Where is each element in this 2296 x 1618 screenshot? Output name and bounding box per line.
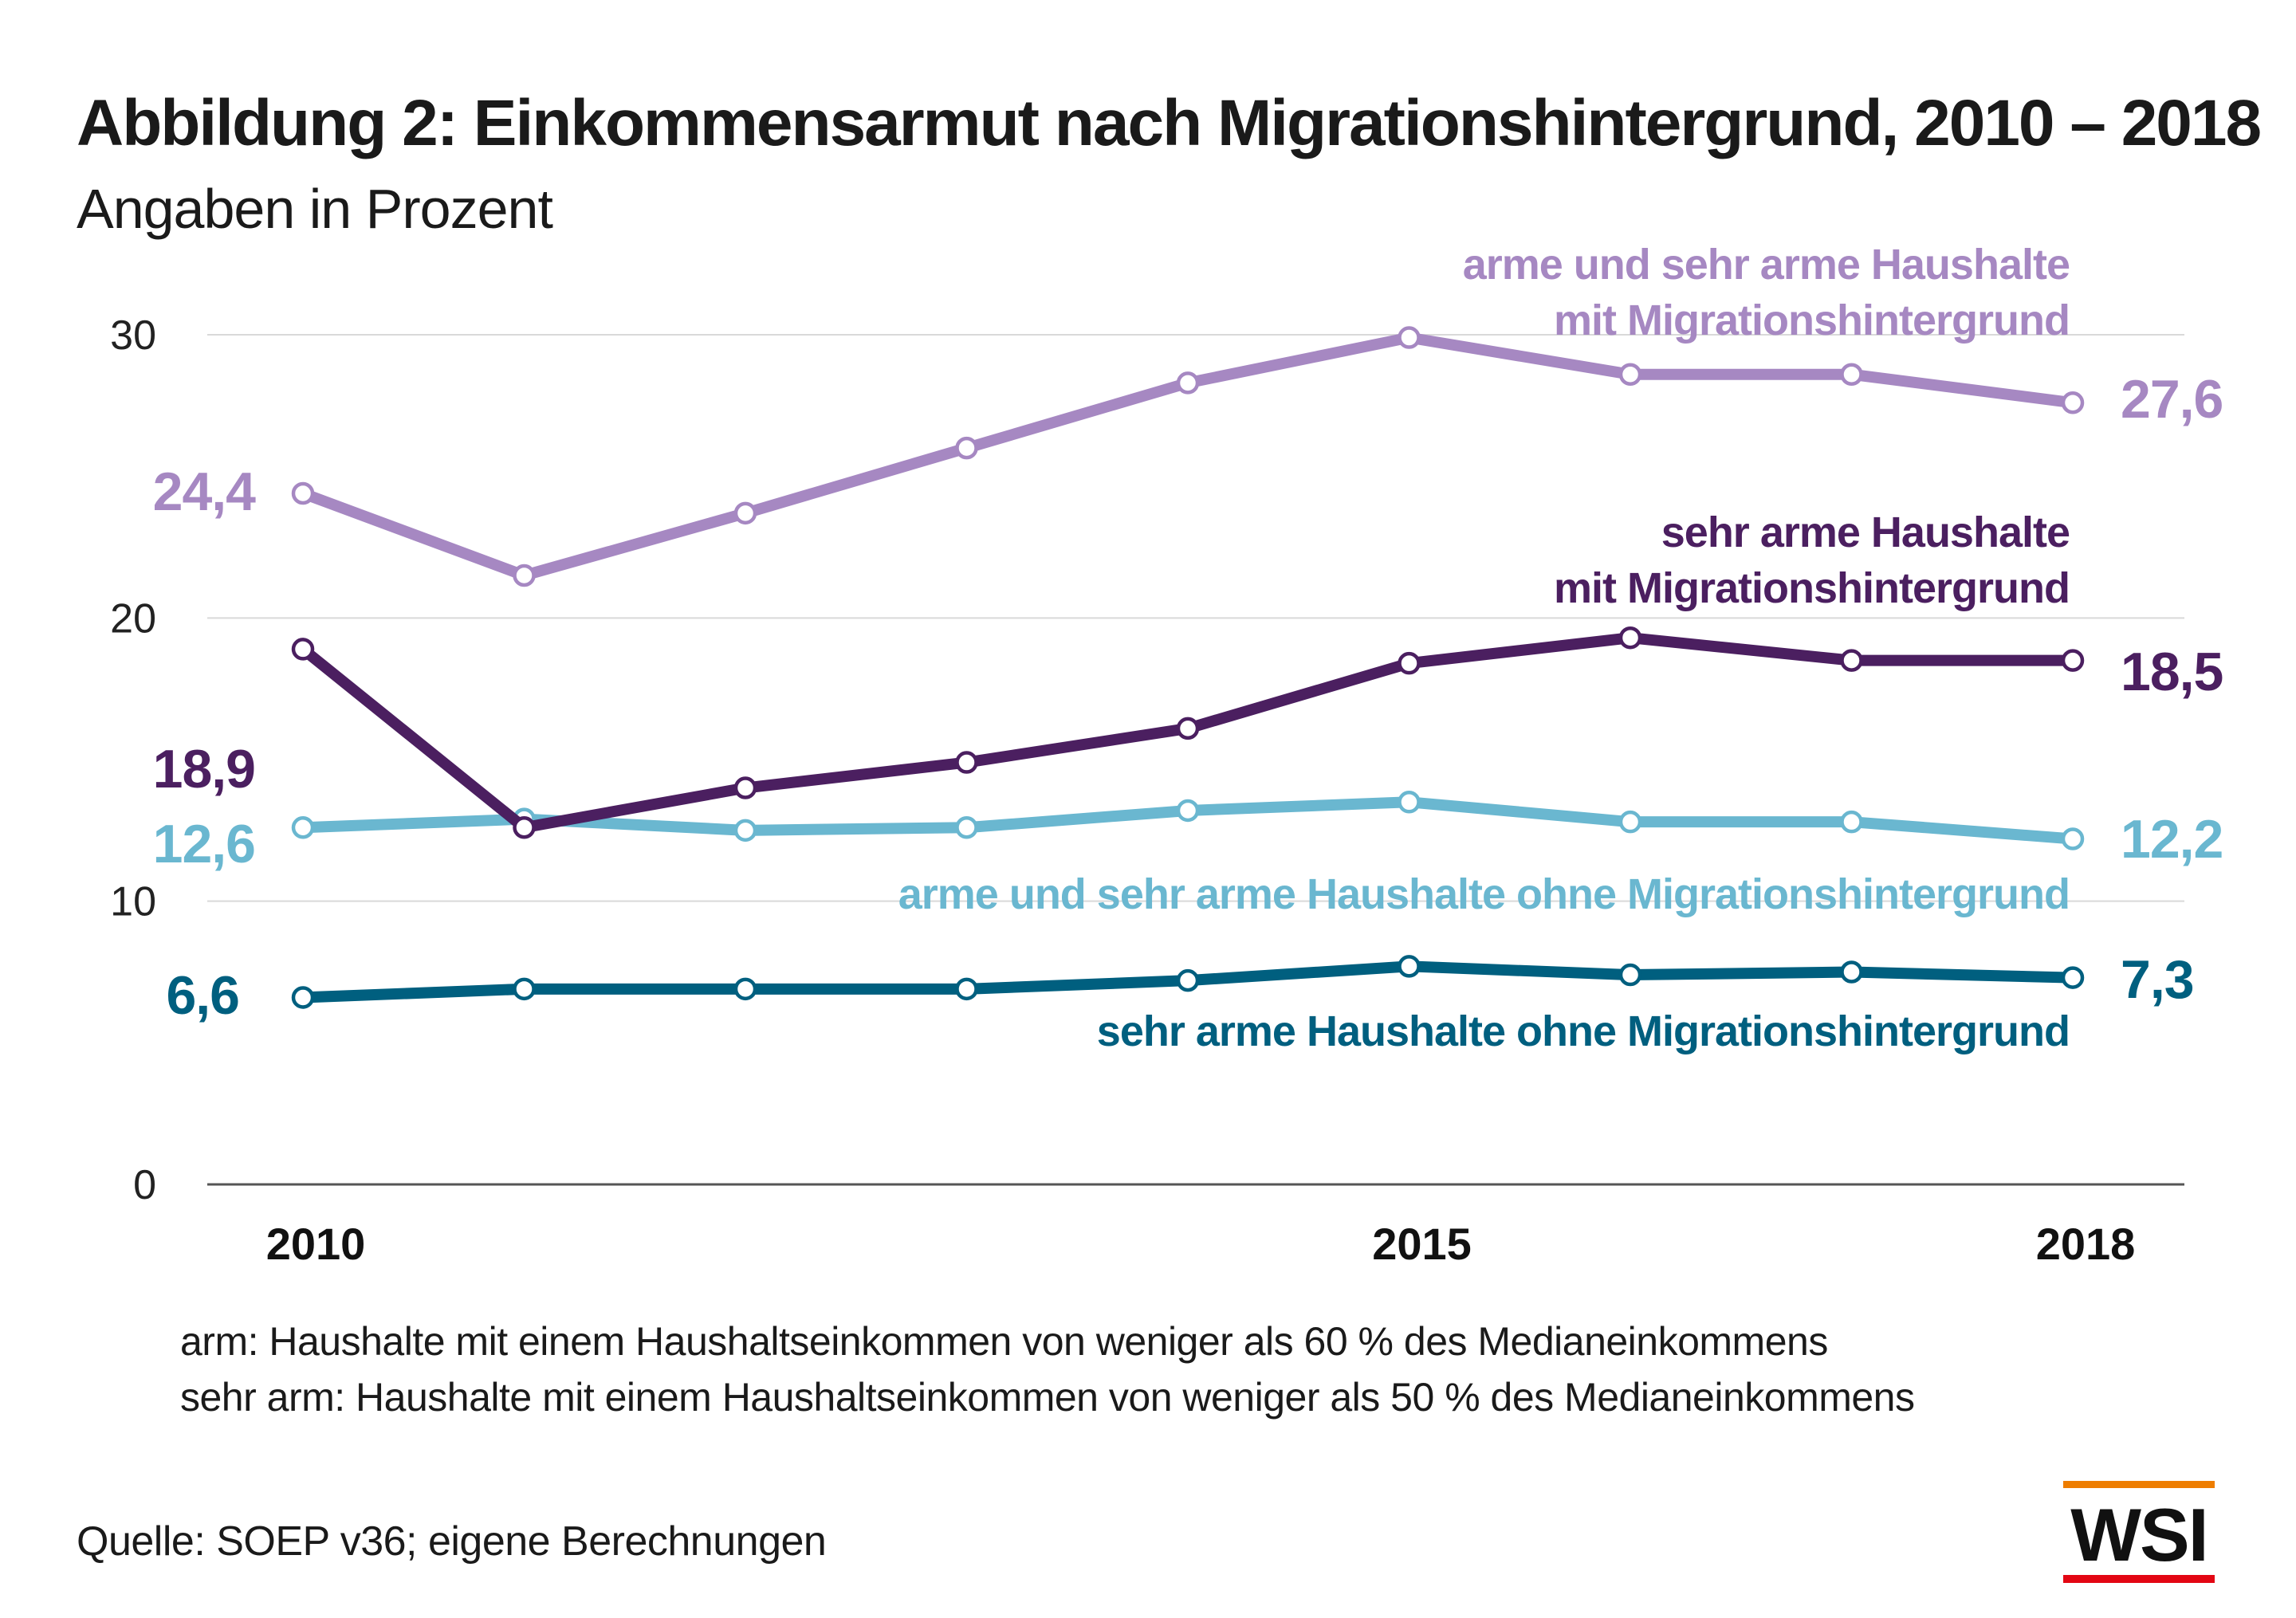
data-point bbox=[291, 638, 315, 661]
data-point bbox=[1398, 326, 1421, 349]
data-point bbox=[1840, 960, 1863, 984]
y-tick-label: 10 bbox=[110, 879, 156, 925]
line-chart: 0 10 20 30 2010 2015 2018 arme und sehr arme … bbox=[110, 241, 2224, 1269]
series-end-value: 12,2 bbox=[2121, 809, 2223, 870]
logo-text: WSI bbox=[2070, 1493, 2209, 1577]
series-end-value: 27,6 bbox=[2121, 369, 2223, 430]
series-name-label: mit Migrationshintergrund bbox=[1554, 297, 2070, 344]
data-point bbox=[513, 977, 536, 1001]
data-point bbox=[513, 564, 536, 587]
series-start-value: 18,9 bbox=[153, 739, 255, 799]
x-tick-label: 2010 bbox=[266, 1219, 366, 1269]
wsi-logo: WSI bbox=[2063, 1481, 2215, 1583]
gridlines bbox=[207, 334, 2184, 1186]
y-axis-tick-labels: 0 10 20 30 bbox=[110, 312, 156, 1208]
data-point bbox=[1398, 651, 1421, 675]
series-name-label: sehr arme Haushalte bbox=[1661, 509, 2070, 556]
series-start-value: 6,6 bbox=[166, 965, 239, 1026]
series-name-label: arme und sehr arme Haushalte ohne Migrat… bbox=[898, 870, 2070, 918]
data-point bbox=[1618, 963, 1642, 987]
series-end-value: 18,5 bbox=[2121, 642, 2223, 702]
data-point bbox=[733, 501, 757, 525]
data-point bbox=[513, 816, 536, 839]
data-point bbox=[1840, 810, 1863, 834]
data-point bbox=[291, 816, 315, 839]
data-point bbox=[1398, 791, 1421, 814]
data-point bbox=[1840, 649, 1863, 672]
series-name-label: arme und sehr arme Haushalte bbox=[1463, 241, 2070, 289]
data-point bbox=[733, 776, 757, 799]
series-name-label: sehr arme Haushalte ohne Migrationshinte… bbox=[1097, 1007, 2070, 1055]
data-point bbox=[1618, 810, 1642, 834]
x-tick-label: 2018 bbox=[2036, 1219, 2136, 1269]
data-point bbox=[733, 977, 757, 1001]
data-point bbox=[955, 436, 978, 460]
data-point bbox=[2061, 391, 2085, 414]
footnote-arm: arm: Haushalte mit einem Haushaltseinkom… bbox=[180, 1319, 1828, 1364]
series-end-value: 7,3 bbox=[2121, 949, 2194, 1010]
data-point bbox=[2061, 827, 2085, 850]
data-point bbox=[1618, 363, 1642, 386]
series-0 bbox=[291, 326, 2085, 587]
data-point bbox=[291, 481, 315, 505]
chart-subtitle: Angaben in Prozent bbox=[77, 178, 553, 240]
x-tick-label: 2015 bbox=[1372, 1219, 1472, 1269]
series-start-value: 12,6 bbox=[153, 814, 255, 874]
y-tick-label: 20 bbox=[110, 595, 156, 642]
data-point bbox=[2061, 966, 2085, 989]
series-3 bbox=[291, 955, 2085, 1009]
series-lines bbox=[291, 326, 2085, 1009]
data-point bbox=[2061, 649, 2085, 672]
footnote-sehr-arm: sehr arm: Haushalte mit einem Haushaltse… bbox=[180, 1375, 1915, 1420]
data-point bbox=[955, 977, 978, 1001]
data-point bbox=[1176, 968, 1200, 992]
data-point bbox=[1618, 626, 1642, 650]
data-point bbox=[1176, 371, 1200, 395]
data-point bbox=[1840, 363, 1863, 386]
y-tick-label: 0 bbox=[133, 1162, 156, 1208]
data-point bbox=[955, 816, 978, 839]
series-start-value: 24,4 bbox=[153, 461, 257, 522]
data-point bbox=[1176, 799, 1200, 823]
data-point bbox=[733, 819, 757, 842]
logo-accent-bottom bbox=[2063, 1575, 2215, 1583]
data-point bbox=[1398, 955, 1421, 978]
y-tick-label: 30 bbox=[110, 312, 156, 359]
logo-accent-top bbox=[2063, 1481, 2215, 1488]
series-1 bbox=[291, 626, 2085, 839]
data-point bbox=[291, 986, 315, 1009]
data-point bbox=[955, 751, 978, 774]
data-point bbox=[1176, 717, 1200, 740]
chart-title: Abbildung 2: Einkommensarmut nach Migrat… bbox=[77, 87, 2262, 159]
x-axis-tick-labels: 2010 2015 2018 bbox=[266, 1219, 2136, 1269]
source-note: Quelle: SOEP v36; eigene Berechnungen bbox=[77, 1518, 827, 1565]
series-name-label: mit Migrationshintergrund bbox=[1554, 564, 2070, 612]
series-labels: arme und sehr arme Haushalte mit Migratio… bbox=[153, 241, 2224, 1055]
